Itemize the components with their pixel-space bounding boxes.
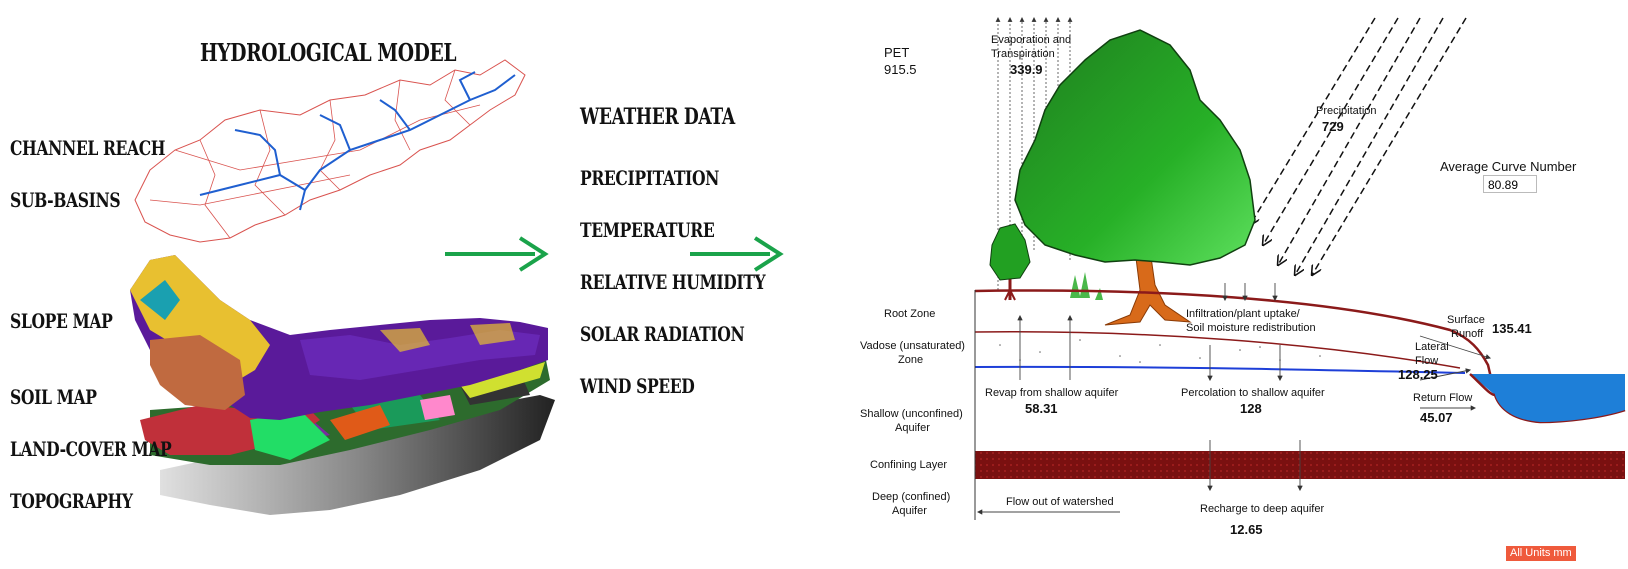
flux-arrows [976,283,1492,515]
et-value: 339.9 [1010,62,1043,77]
label-slope-map: SLOPE MAP [10,309,113,333]
et-label-line2: Transpiration [991,48,1055,60]
weather-item-precipitation: PRECIPITATION [580,166,720,190]
infiltration-label-line2: Soil moisture redistribution [1186,322,1316,334]
infiltration-label-line1: Infiltration/plant uptake/ [1186,308,1300,320]
weather-data-title: WEATHER DATA [580,104,735,130]
grass-tufts [1070,272,1103,300]
small-tree [989,223,1031,301]
revap-value: 58.31 [1025,401,1058,416]
recharge-label: Recharge to deep aquifer [1200,503,1325,515]
flow-out-label: Flow out of watershed [1006,496,1114,508]
curve-number-label: Average Curve Number [1440,159,1577,174]
pet-label: PET [884,45,910,60]
root-zone-label: Root Zone [884,308,936,320]
precipitation-arrows [1250,17,1467,275]
hydrological-model-title: HYDROLOGICAL MODEL [200,38,457,67]
channel-reach-lines [199,71,516,211]
confining-layer-label: Confining Layer [870,459,948,471]
surface-runoff-label-line1: Surface [1447,314,1485,326]
label-topography: TOPOGRAPHY [10,489,133,513]
surface-runoff-label-line2: Runoff [1451,328,1484,340]
water-table-line [974,365,1466,374]
precipitation-value: 729 [1322,119,1344,134]
lateral-flow-label-line1: Lateral [1415,341,1449,353]
pet-value: 915.5 [884,62,917,77]
large-tree [1014,29,1256,326]
deep-aquifer-label-line2: Aquifer [892,505,927,517]
lateral-flow-label-line2: Flow [1415,355,1439,367]
return-flow-value: 45.07 [1420,410,1453,425]
label-sub-basins: SUB-BASINS [10,188,121,212]
label-land-cover-map: LAND-COVER MAP [10,437,172,461]
label-soil-map: SOIL MAP [10,385,97,409]
surface-runoff-value: 135.41 [1492,321,1532,336]
precipitation-label: Precipitation [1316,105,1377,117]
revap-label: Revap from shallow aquifer [985,387,1119,399]
deep-aquifer-label-line1: Deep (confined) [872,491,951,503]
label-channel-reach: CHANNEL REACH [10,136,166,160]
slope-layer [130,255,548,420]
curve-number-field[interactable]: 80.89 [1483,175,1537,193]
stream-water [1469,373,1625,422]
recharge-value: 12.65 [1230,522,1263,537]
vadose-top-line [974,331,1461,369]
return-flow-label: Return Flow [1413,392,1473,404]
weather-item-solar-radiation: SOLAR RADIATION [580,322,745,346]
shallow-aquifer-label-line1: Shallow (unconfined) [860,408,963,420]
shallow-aquifer-label-line2: Aquifer [895,422,930,434]
weather-item-temperature: TEMPERATURE [580,218,715,242]
vadose-label-line1: Vadose (unsaturated) [860,340,965,352]
lateral-flow-value: 128.25 [1398,367,1438,382]
vadose-label-line2: Zone [898,354,924,366]
units-badge: All Units mm [1506,546,1576,561]
sub-basins-outline [134,59,526,243]
topography-layer [160,395,555,515]
percolation-label: Percolation to shallow aquifer [1181,387,1325,399]
weather-item-wind-speed: WIND SPEED [580,374,695,398]
weather-item-relative-humidity: RELATIVE HUMIDITY [580,270,766,294]
arrow-to-water-balance [690,236,784,272]
arrow-to-weather [445,236,549,272]
et-label-line1: Evaporation and [991,34,1072,46]
percolation-value: 128 [1240,401,1262,416]
